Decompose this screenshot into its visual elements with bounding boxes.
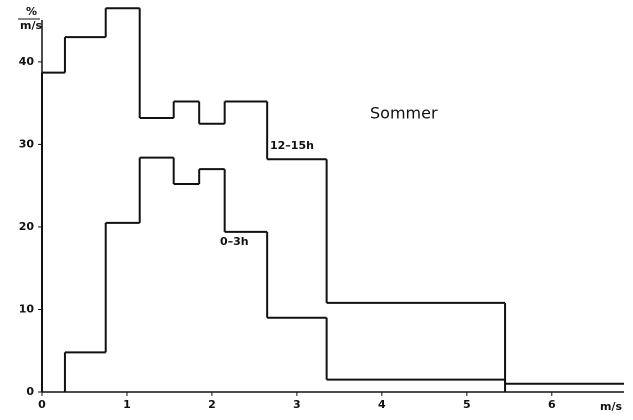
x-tick-label: 0 (38, 398, 46, 411)
x-tick-label: 2 (208, 398, 216, 411)
x-tick-label: 3 (293, 398, 301, 411)
y-axis-unit: m/s (20, 19, 42, 32)
x-tick-label: 6 (548, 398, 556, 411)
series-label: 12–15h (270, 139, 314, 152)
x-tick-label: 4 (378, 398, 386, 411)
y-tick-label: 20 (19, 220, 35, 233)
x-tick-label: 1 (123, 398, 131, 411)
annotation: Sommer (370, 104, 438, 123)
series-label: 0–3h (220, 235, 249, 248)
x-tick-label: 5 (463, 398, 471, 411)
y-tick-label: 10 (19, 302, 35, 315)
y-tick-label: 0 (26, 385, 34, 398)
x-axis-label: m/s (600, 400, 622, 413)
y-axis-label: % (26, 5, 37, 18)
y-tick-label: 40 (19, 55, 35, 68)
y-tick-label: 30 (19, 137, 35, 150)
